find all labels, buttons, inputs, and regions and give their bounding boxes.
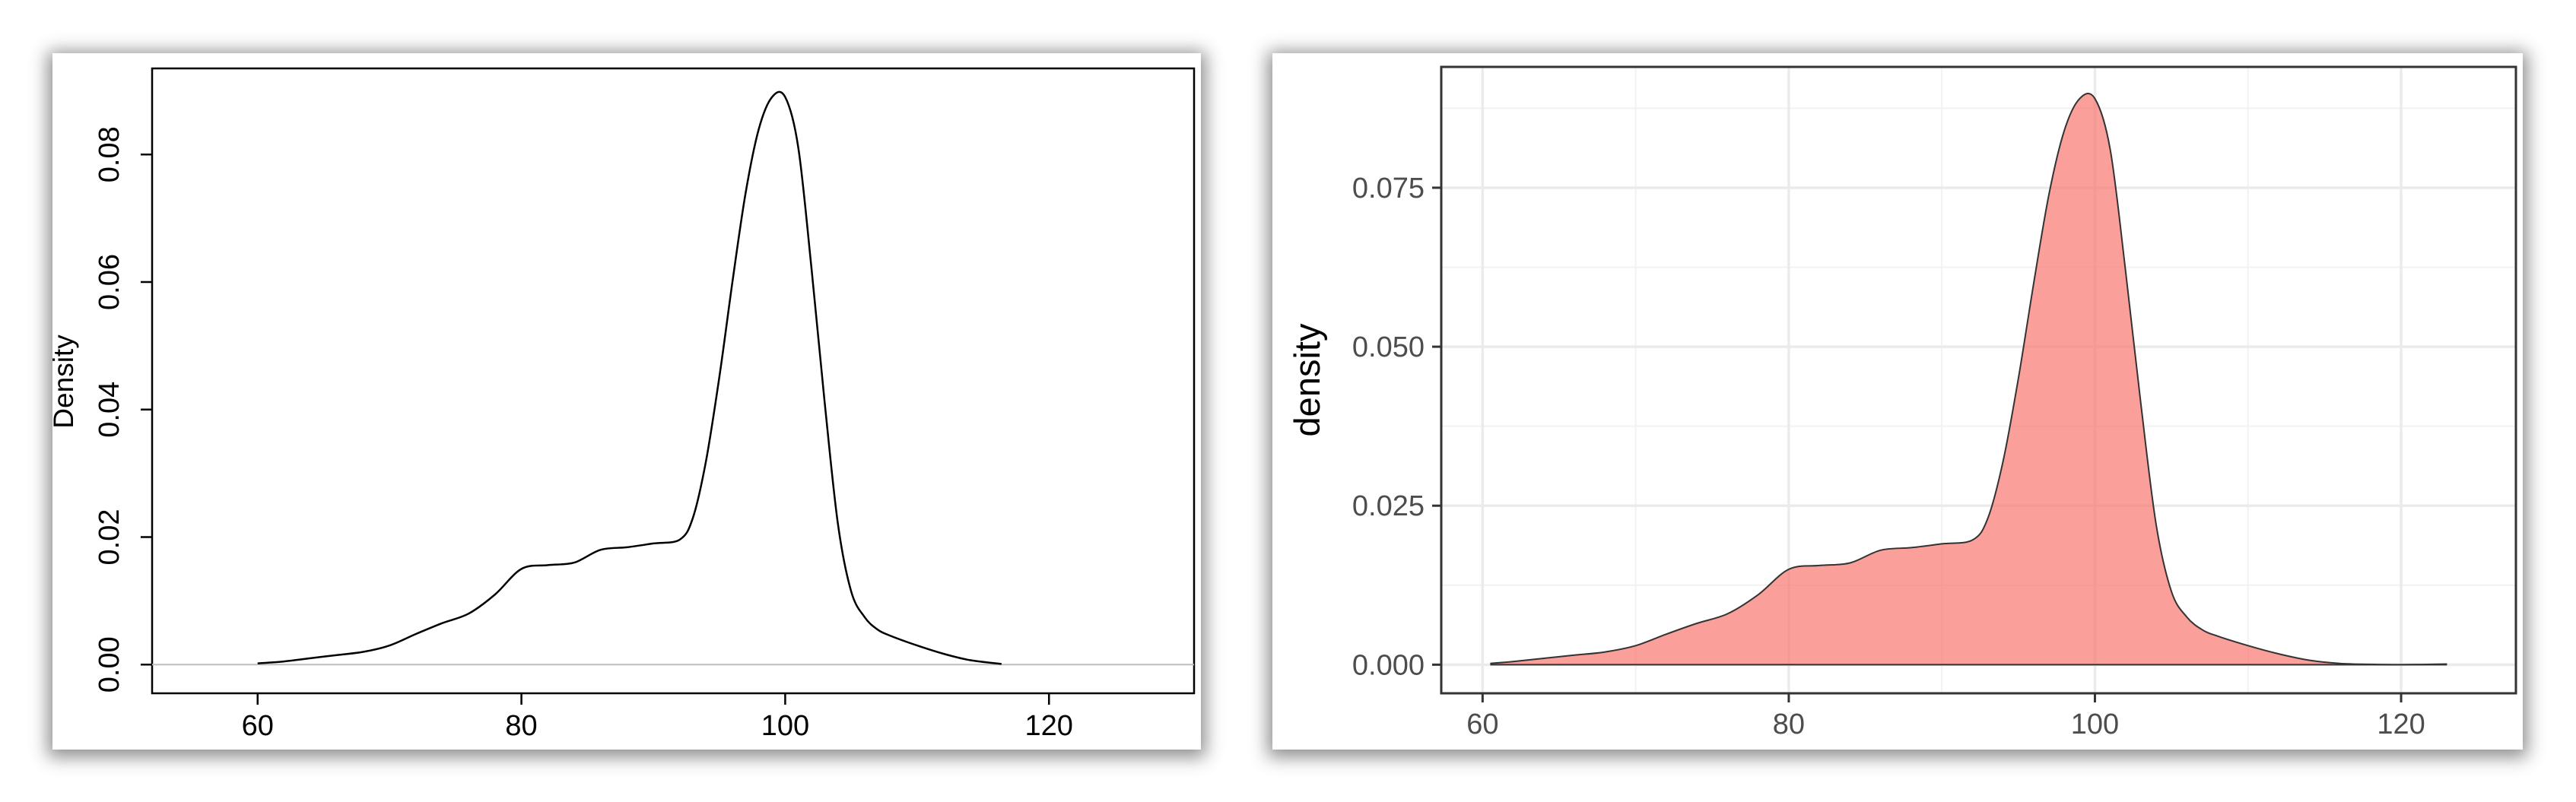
- x-tick-label: 100: [2071, 708, 2119, 740]
- y-tick-label: 0.000: [1352, 649, 1425, 681]
- x-tick-label: 120: [2377, 708, 2425, 740]
- y-tick-label: 0.050: [1352, 331, 1425, 363]
- plot-frame: [151, 67, 1196, 695]
- x-tick-label: 60: [1466, 708, 1498, 740]
- x-tick-label: 100: [761, 710, 809, 742]
- x-tick-label: 120: [1025, 710, 1073, 742]
- ggplot-density-chart: 60 80 100 120 0.000 0.025 0.050 0.075 density: [1287, 65, 2517, 740]
- x-tick-label: 80: [505, 710, 537, 742]
- base-density-chart-panel: 60 80 100 120 0.00 0.02 0.04 0.06 0.08 Density: [52, 53, 1201, 750]
- y-tick-label: 0.025: [1352, 490, 1425, 522]
- y-tick-label: 0.02: [94, 509, 125, 566]
- base-density-chart: 60 80 100 120 0.00 0.02 0.04 0.06 0.08 Density: [52, 67, 1196, 742]
- x-tick-label: 80: [1773, 708, 1805, 740]
- ggplot-density-chart-panel: 60 80 100 120 0.000 0.025 0.050 0.075 density: [1272, 53, 2523, 750]
- density-curve: [257, 90, 1002, 665]
- y-tick-label: 0.08: [94, 126, 125, 182]
- panel-border: [1440, 65, 2517, 695]
- y-tick-label: 0.00: [94, 636, 125, 693]
- density-outline: [1490, 93, 2447, 666]
- y-axis-title: density: [1287, 323, 1327, 436]
- y-tick-label: 0.075: [1352, 173, 1425, 204]
- y-axis-title: Density: [52, 334, 79, 429]
- x-tick-label: 60: [242, 710, 274, 742]
- y-tick-label: 0.04: [94, 382, 125, 438]
- density-area: [1490, 93, 2447, 665]
- y-tick-label: 0.06: [94, 254, 125, 310]
